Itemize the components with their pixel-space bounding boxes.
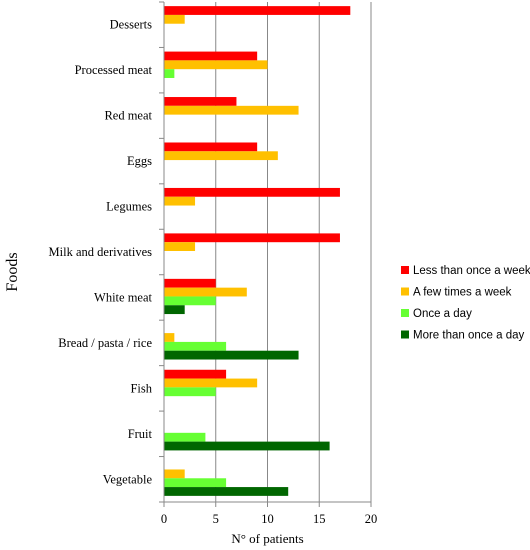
legend-label-once-a-day: Once a day	[413, 308, 472, 320]
bar-white-meat-less-than-once-a-week	[164, 278, 216, 288]
category-label-processed-meat: Processed meat	[75, 63, 153, 77]
bar-bread-pasta-rice-once-a-day	[164, 341, 227, 351]
bar-fish-a-few-times-a-week	[164, 378, 258, 388]
x-tick-label-0: 0	[161, 512, 167, 526]
bar-desserts-less-than-once-a-week	[164, 6, 351, 15]
bar-fruit-once-a-day	[164, 432, 206, 442]
bar-white-meat-a-few-times-a-week	[164, 287, 247, 297]
bar-vegetable-a-few-times-a-week	[164, 469, 185, 479]
category-label-eggs: Eggs	[127, 154, 152, 168]
bar-red-meat-less-than-once-a-week	[164, 97, 237, 106]
bar-eggs-less-than-once-a-week	[164, 142, 258, 152]
bar-bread-pasta-rice-a-few-times-a-week	[164, 333, 175, 342]
bar-desserts-a-few-times-a-week	[164, 14, 185, 24]
bar-legumes-a-few-times-a-week	[164, 196, 196, 206]
x-tick-label-15: 15	[313, 512, 326, 526]
category-label-red-meat: Red meat	[104, 109, 152, 123]
bar-red-meat-a-few-times-a-week	[164, 105, 299, 115]
legend-label-a-few-times-a-week: A few times a week	[413, 287, 512, 299]
bar-processed-meat-a-few-times-a-week	[164, 60, 268, 70]
bar-milk-and-derivatives-less-than-once-a-week	[164, 233, 340, 243]
category-label-bread-pasta-rice: Bread / pasta / rice	[58, 336, 152, 350]
bar-eggs-a-few-times-a-week	[164, 151, 278, 161]
legend-swatch-more-than-once-a-day	[401, 330, 409, 339]
bar-legumes-less-than-once-a-week	[164, 187, 340, 197]
x-tick-label-20: 20	[365, 512, 378, 526]
legend-label-more-than-once-a-day: More than once a day	[413, 330, 524, 342]
category-label-legumes: Legumes	[106, 200, 152, 214]
x-axis-title: N° of patients	[231, 531, 303, 546]
x-tick-label-10: 10	[261, 512, 274, 526]
y-axis-title: Foods	[4, 252, 21, 291]
bar-vegetable-once-a-day	[164, 478, 227, 488]
bar-fish-less-than-once-a-week	[164, 369, 227, 379]
x-tick-label-5: 5	[213, 512, 219, 526]
bar-vegetable-more-than-once-a-day	[164, 487, 289, 496]
legend-label-less-than-once-a-week: Less than once a week	[413, 265, 530, 277]
bar-processed-meat-once-a-day	[164, 69, 175, 78]
category-label-desserts: Desserts	[110, 18, 152, 32]
category-label-white-meat: White meat	[94, 290, 152, 304]
bar-fruit-more-than-once-a-day	[164, 441, 330, 451]
category-label-fish: Fish	[130, 381, 152, 395]
bar-bread-pasta-rice-more-than-once-a-day	[164, 350, 299, 360]
bar-white-meat-once-a-day	[164, 296, 216, 306]
bar-fish-once-a-day	[164, 387, 216, 397]
legend-swatch-less-than-once-a-week	[401, 266, 409, 274]
bar-processed-meat-less-than-once-a-week	[164, 51, 258, 61]
legend-swatch-once-a-day	[401, 309, 409, 317]
legend-swatch-a-few-times-a-week	[401, 287, 409, 296]
bar-milk-and-derivatives-a-few-times-a-week	[164, 242, 196, 251]
bar-white-meat-more-than-once-a-day	[164, 305, 185, 315]
category-label-milk-and-derivatives: Milk and derivatives	[49, 245, 153, 259]
category-label-vegetable: Vegetable	[103, 472, 153, 486]
category-label-fruit: Fruit	[128, 427, 153, 441]
